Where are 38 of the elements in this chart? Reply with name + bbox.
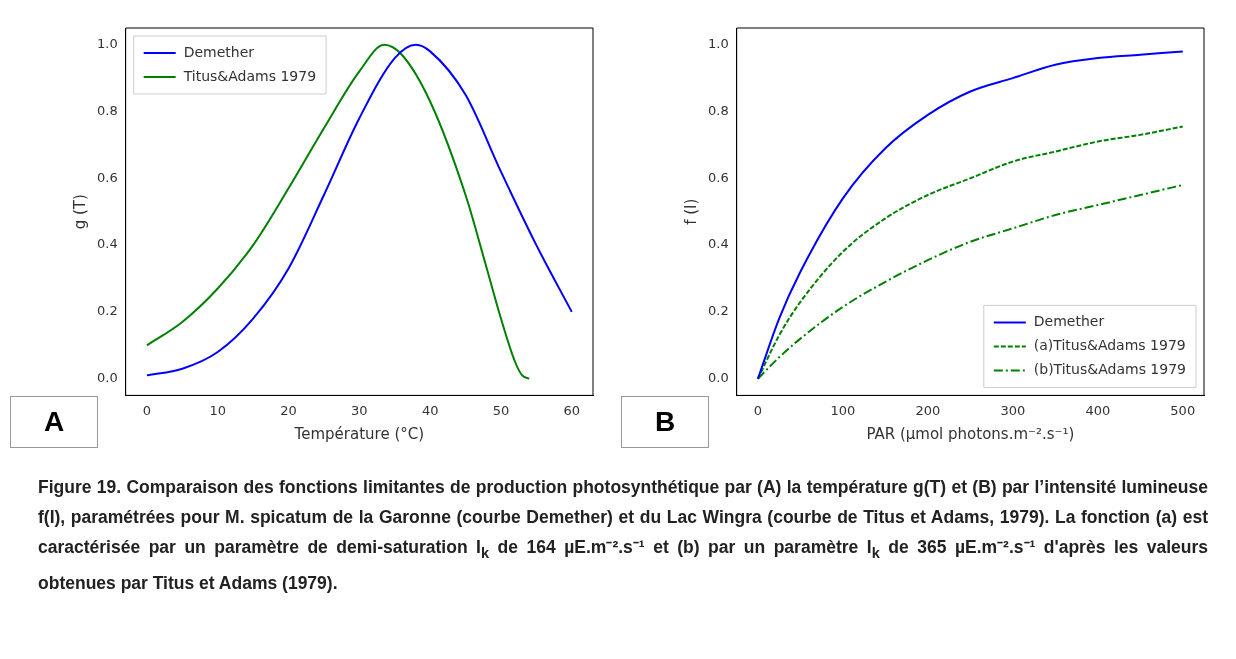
legend-label: (a)Titus&Adams 1979 <box>1033 337 1186 354</box>
legend-label: Demether <box>183 43 255 60</box>
x-axis-title: Température (°C) <box>293 424 425 443</box>
y-tick-label: 0.0 <box>707 370 729 386</box>
y-tick-label: 0.0 <box>96 370 118 386</box>
text: A <box>10 396 98 448</box>
x-tick-label: 40 <box>421 402 439 418</box>
x-tick-label: 20 <box>280 402 297 418</box>
y-tick-label: 0.2 <box>707 303 729 319</box>
x-tick-label: 300 <box>1000 402 1026 418</box>
x-tick-label: 10 <box>209 402 226 418</box>
y-tick-label: 0.6 <box>707 169 729 185</box>
y-axis-title: g (T) <box>70 194 89 230</box>
x-tick-label: 100 <box>830 402 856 418</box>
y-tick-label: 0.4 <box>96 236 118 252</box>
x-tick-label: 0 <box>753 402 763 418</box>
y-tick-label: 0.6 <box>96 169 118 185</box>
text: B <box>621 396 709 448</box>
x-tick-label: 60 <box>563 402 581 418</box>
y-axis-title: f (I) <box>681 198 700 225</box>
y-tick-label: 1.0 <box>96 36 118 52</box>
x-tick-label: 0 <box>142 402 152 418</box>
x-tick-label: 30 <box>351 402 368 418</box>
x-tick-label: 50 <box>492 402 510 418</box>
legend-label: Titus&Adams 1979 <box>182 67 317 84</box>
legend-label: Demether <box>1033 313 1105 330</box>
x-axis-title: PAR (µmol photons.m⁻².s⁻¹) <box>866 424 1075 443</box>
x-tick-label: 400 <box>1085 402 1111 418</box>
x-tick-label: 200 <box>915 402 941 418</box>
x-tick-label: 500 <box>1170 402 1196 418</box>
y-tick-label: 0.2 <box>96 303 118 319</box>
y-tick-label: 0.8 <box>707 102 729 118</box>
legend-label: (b)Titus&Adams 1979 <box>1033 361 1186 378</box>
y-tick-label: 0.8 <box>96 102 118 118</box>
text: Figure 19. Comparaison des fonctions limitantes de production photosynthétique par (A) la température g(T) et (B) par l’intensité lumineuse f(I), paramétrées pour M. spicatum de la Garonne (courbe Demether) et du Lac Wingra (courbe de Titus et Adams, 1979). La fonction (a) est caractérisée par un paramètre de demi-saturation I$_{k}$ de 164 µE.m⁻².s⁻¹ et (b) par un paramètre I$_{k}$ de 365 µE.m⁻².s⁻¹ d'après les valeurs obtenues par Titus et Adams (1979). <box>38 477 1209 593</box>
y-tick-label: 1.0 <box>707 36 729 52</box>
y-tick-label: 0.4 <box>707 236 729 252</box>
line-series <box>756 50 1184 380</box>
